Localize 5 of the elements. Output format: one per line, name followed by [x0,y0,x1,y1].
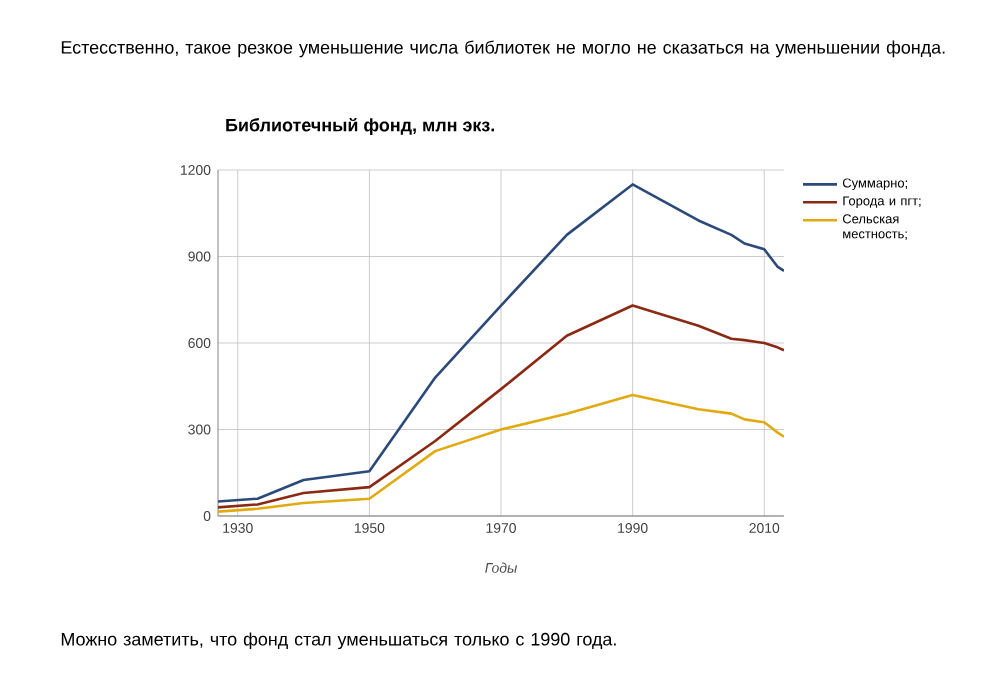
chart-title: Библиотечный фонд, млн экз. [226,117,495,135]
line-series [218,304,784,509]
text: Естесственно, такое резкое уменьшение числа библиотек не могло не сказаться на уменьшении фонда. [61,40,945,58]
text: Можно заметить, что фонд стал уменьшаться только с 1990 года. [61,632,616,650]
line-series [218,183,784,503]
